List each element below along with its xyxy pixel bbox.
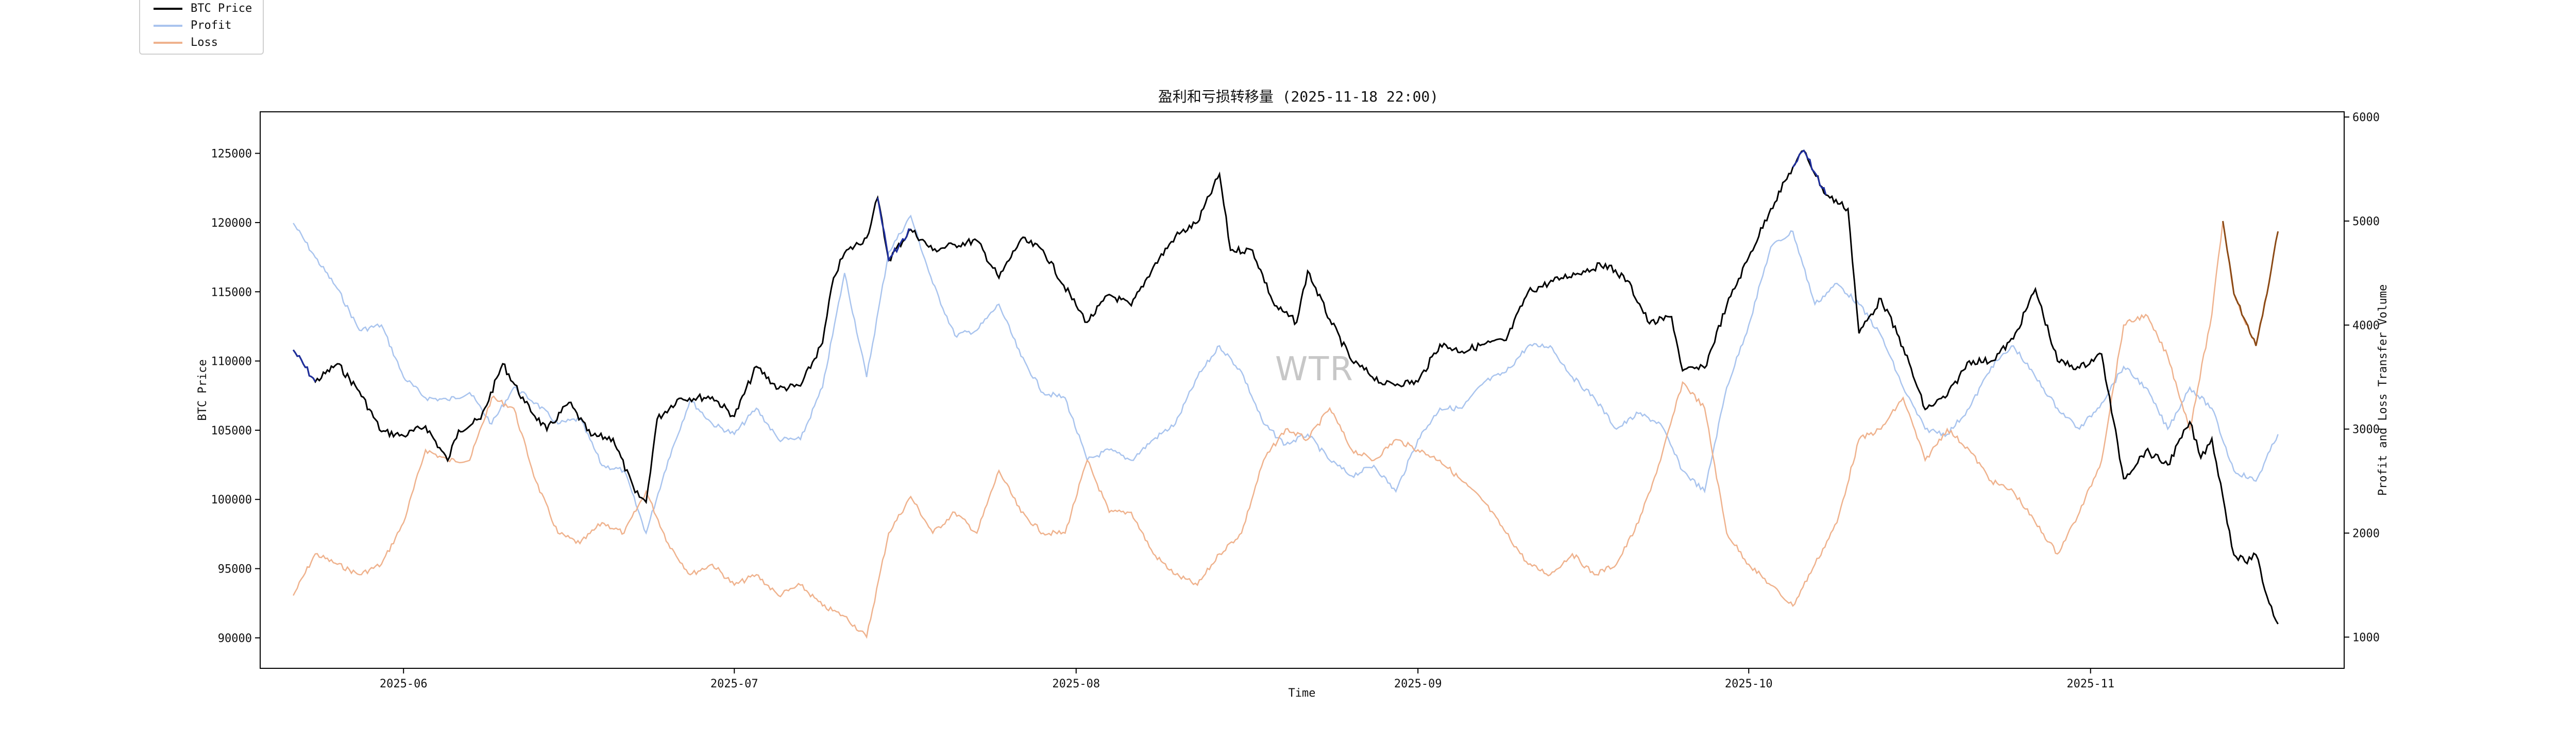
legend-swatch-loss [154, 41, 182, 44]
y-left-tick-label-125000: 125000 [211, 148, 252, 161]
y-left-tick-label-115000: 115000 [211, 286, 252, 299]
legend-label-btc-price: BTC Price [191, 2, 252, 15]
y-axis-label-left: BTC Price [196, 359, 209, 420]
x-tick-label-2025-10: 2025-10 [1725, 678, 1773, 690]
y-right-tick-label-6000: 6000 [2352, 111, 2380, 124]
x-axis-label: Time [1289, 687, 1316, 700]
axes: 2025-06 2025-07 2025-08 2025-09 2025-10 2025-… [211, 111, 2380, 690]
loss-highlight-0 [2222, 221, 2279, 346]
y-left-tick-label-90000: 90000 [218, 632, 252, 645]
y-left-tick-label-100000: 100000 [211, 494, 252, 507]
btc-profit-highlight-2 [1792, 149, 1827, 195]
btc-price-series-line [292, 149, 2279, 625]
plot-area [292, 149, 2279, 639]
chart-legend: BTC Price Profit Loss [139, 0, 264, 55]
axes-frame [260, 111, 2345, 669]
legend-swatch-profit [154, 24, 182, 27]
legend-label-profit: Profit [191, 19, 232, 32]
legend-item-profit: Profit [140, 17, 263, 34]
chart-title: 盈利和亏损转移量 (2025-11-18 22:00) [1158, 88, 1438, 105]
legend-item-btc-price: BTC Price [140, 0, 263, 17]
x-tick-label-2025-08: 2025-08 [1052, 678, 1100, 690]
y-right-tick-label-5000: 5000 [2352, 215, 2380, 228]
series-group [292, 149, 2279, 639]
y-right-tick-label-1000: 1000 [2352, 631, 2380, 644]
y-left-tick-label-105000: 105000 [211, 425, 252, 437]
legend-item-loss: Loss [140, 34, 263, 51]
btc-profit-highlight-0 [292, 349, 316, 382]
x-tick-label-2025-06: 2025-06 [380, 678, 428, 690]
y-left-tick-label-110000: 110000 [211, 356, 252, 368]
watermark-text: WTR [1275, 350, 1354, 389]
x-tick-label-2025-07: 2025-07 [710, 678, 758, 690]
x-tick-label-2025-11: 2025-11 [2066, 678, 2114, 690]
legend-swatch-btc-price [154, 7, 182, 10]
y-left-tick-label-95000: 95000 [218, 563, 252, 576]
y-right-tick-label-4000: 4000 [2352, 319, 2380, 332]
profit-series-line [293, 214, 2279, 535]
btc-profit-highlight-1 [877, 197, 911, 262]
y-left-tick-label-120000: 120000 [211, 217, 252, 230]
y-right-tick-label-2000: 2000 [2352, 528, 2380, 541]
y-right-tick-label-3000: 3000 [2352, 424, 2380, 436]
legend-label-loss: Loss [191, 36, 218, 49]
y-axis-label-right: Profit and Loss Transfer Volume [2377, 284, 2389, 496]
loss-series-line [293, 221, 2279, 639]
x-tick-label-2025-09: 2025-09 [1394, 678, 1442, 690]
